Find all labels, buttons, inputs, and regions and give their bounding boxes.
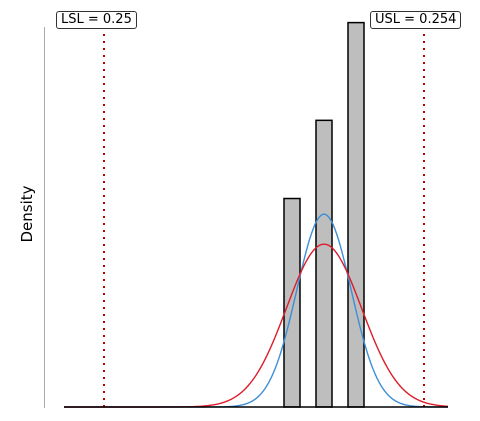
histogram-bar-3 [347, 21, 365, 408]
density-curve-2 [64, 243, 449, 408]
usl-label: USL = 0.254 [370, 11, 462, 29]
bars-layer [283, 21, 365, 408]
density-curve-1 [64, 213, 448, 408]
spec-lines-layer [103, 27, 425, 407]
lsl-label: LSL = 0.25 [56, 11, 137, 29]
histogram-bar-1 [283, 197, 301, 408]
y-axis-label: Density [18, 185, 36, 243]
curves-layer [64, 213, 449, 408]
histogram-bar-2 [315, 119, 333, 408]
